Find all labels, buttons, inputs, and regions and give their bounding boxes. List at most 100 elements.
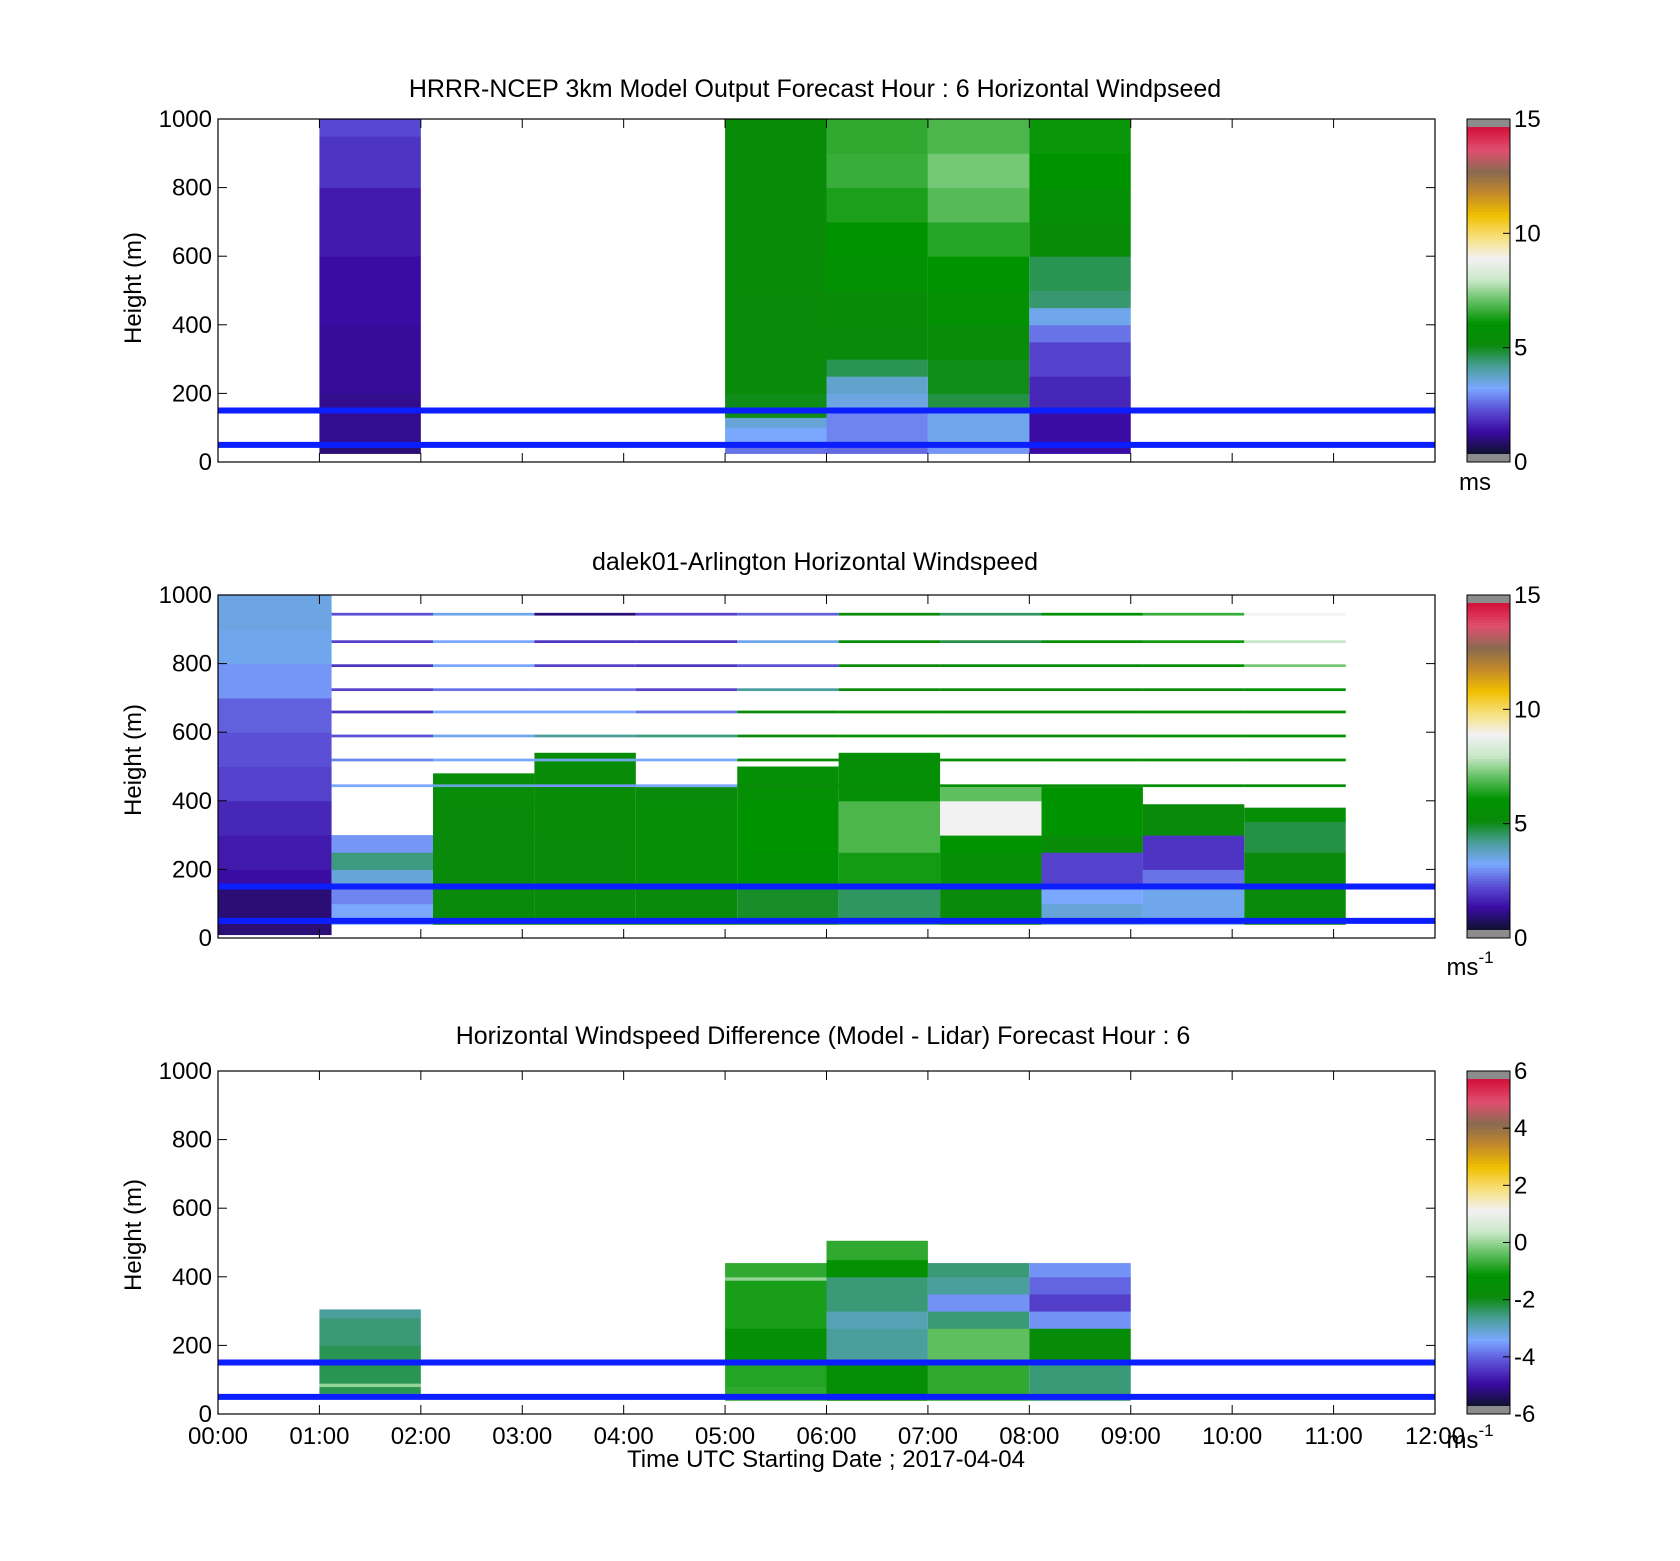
heatmap-cell — [826, 324, 928, 360]
colorbar-segment — [1467, 1283, 1510, 1287]
colorbar-segment — [1467, 900, 1510, 904]
colorbar-tick-label: 5 — [1514, 811, 1527, 838]
colorbar-segment — [1467, 703, 1510, 708]
colorbar-unit: ms-1 — [1446, 1421, 1493, 1454]
heatmap-strip — [635, 688, 738, 692]
colorbar-segment — [1467, 630, 1510, 634]
colorbar-segment — [1467, 1188, 1510, 1192]
colorbar-segment — [1467, 186, 1510, 191]
heatmap-strip — [635, 664, 738, 668]
colorbar-segment — [1467, 712, 1510, 716]
heatmap-cell — [635, 800, 738, 888]
colorbar-segment — [1467, 394, 1510, 398]
heatmap-cell — [826, 187, 928, 223]
heatmap-strip — [534, 640, 636, 644]
heatmap-cell — [725, 427, 827, 442]
heatmap-cell — [826, 1240, 928, 1261]
colorbar-segment — [1467, 148, 1510, 153]
colorbar-segment — [1467, 1335, 1510, 1339]
colorbar-over-cap — [1467, 595, 1510, 603]
colorbar-segment — [1467, 1272, 1510, 1276]
colorbar-segment — [1467, 889, 1510, 893]
colorbar-segment — [1467, 611, 1510, 615]
colorbar-segment — [1467, 159, 1510, 164]
heatmap-cell — [725, 1362, 827, 1388]
heatmap-cell — [319, 1383, 421, 1388]
colorbar-tick-label: 10 — [1514, 220, 1541, 247]
colorbar-segment — [1467, 1256, 1510, 1260]
colorbar-segment — [1467, 396, 1510, 401]
colorbar-segment — [1467, 1356, 1510, 1361]
x-tick-label: 08:00 — [999, 1423, 1059, 1450]
colorbar-segment — [1467, 219, 1510, 223]
heatmap-strip — [1041, 758, 1143, 762]
colorbar-segment — [1467, 1291, 1510, 1295]
colorbar-segment — [1467, 443, 1510, 447]
heatmap-cell — [1029, 1276, 1131, 1295]
colorbar-segment — [1467, 780, 1510, 784]
colorbar-segment — [1467, 752, 1510, 757]
colorbar-segment — [1467, 385, 1510, 390]
colorbar-segment — [1467, 1343, 1510, 1347]
colorbar-segment — [1467, 665, 1510, 669]
y-axis-label: Height (m) — [120, 232, 147, 344]
colorbar-segment — [1467, 225, 1510, 229]
heatmap-column-1 — [725, 1263, 827, 1401]
colorbar-segment — [1467, 1376, 1510, 1380]
colorbar-segment — [1467, 744, 1510, 749]
colorbar-segment — [1467, 197, 1510, 202]
colorbar-under-cap — [1467, 930, 1510, 938]
y-tick-label: 1000 — [159, 1058, 212, 1085]
heatmap-strip — [433, 734, 535, 738]
colorbar-segment — [1467, 440, 1510, 444]
colorbar-segment — [1467, 268, 1510, 273]
colorbar-segment — [1467, 192, 1510, 196]
colorbar-segment — [1467, 861, 1510, 866]
heatmap-column-10 — [1244, 807, 1346, 925]
heatmap-strip — [737, 612, 839, 616]
colorbar-segment — [1467, 793, 1510, 798]
heatmap-cell — [331, 869, 434, 888]
colorbar-segment — [1467, 769, 1510, 773]
heatmap-cell — [826, 376, 928, 394]
colorbar: -6 -4 -2 0 2 4 6 — [1466, 1058, 1535, 1428]
heatmap-cell — [319, 1386, 421, 1394]
colorbar-segment — [1467, 222, 1510, 226]
heatmap-strip — [331, 784, 434, 788]
colorbar-segment — [1467, 1087, 1510, 1091]
colorbar-segment — [1467, 807, 1510, 811]
colorbar-segment — [1467, 870, 1510, 874]
heatmap-plot-area: 0 200 400 600 800 1000 — [159, 582, 1436, 952]
heatmap-strip — [1041, 734, 1143, 738]
x-tick-label: 10:00 — [1202, 1423, 1262, 1450]
colorbar-segment — [1467, 263, 1510, 267]
colorbar-segment — [1467, 1190, 1510, 1195]
colorbar-segment — [1467, 1310, 1510, 1314]
colorbar-segment — [1467, 312, 1510, 316]
heatmap-cell — [838, 852, 941, 888]
heatmap-strip — [635, 784, 738, 788]
heatmap-strip — [331, 734, 434, 738]
colorbar-segment — [1467, 1168, 1510, 1173]
colorbar-segment — [1467, 372, 1510, 376]
colorbar-segment — [1467, 1395, 1510, 1399]
colorbar-segment — [1467, 276, 1510, 281]
colorbar-segment — [1467, 1226, 1510, 1230]
colorbar-segment — [1467, 200, 1510, 204]
colorbar-tick-label: -2 — [1514, 1287, 1535, 1314]
colorbar-segment — [1467, 1193, 1510, 1197]
colorbar-segment — [1467, 127, 1510, 131]
x-tick-label: 03:00 — [492, 1423, 552, 1450]
colorbar-segment — [1467, 331, 1510, 335]
colorbar-segment — [1467, 279, 1510, 283]
colorbar-segment — [1467, 355, 1510, 360]
colorbar-segment — [1467, 1209, 1510, 1214]
heatmap-strip — [331, 688, 434, 692]
colorbar-segment — [1467, 1098, 1510, 1102]
colorbar-segment — [1467, 763, 1510, 768]
heatmap-strip — [737, 710, 839, 714]
heatmap-cell — [826, 1276, 928, 1312]
colorbar-tick-label: -6 — [1514, 1401, 1535, 1428]
colorbar-segment — [1467, 227, 1510, 232]
colorbar-segment — [1467, 274, 1510, 278]
